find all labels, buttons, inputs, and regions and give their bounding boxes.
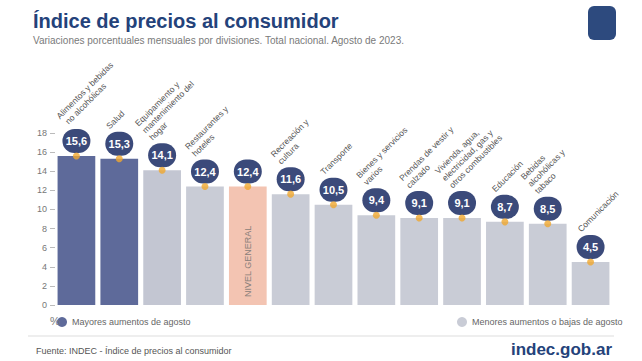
svg-text:18: 18 <box>37 128 47 138</box>
svg-text:14,1: 14,1 <box>151 149 172 161</box>
svg-text:15,6: 15,6 <box>66 135 87 147</box>
svg-text:8: 8 <box>42 224 47 234</box>
svg-text:4,5: 4,5 <box>583 241 598 253</box>
svg-text:mantenimiento del: mantenimiento del <box>140 77 198 136</box>
svg-text:Vivienda, agua,: Vivienda, agua, <box>432 125 483 176</box>
svg-text:10: 10 <box>37 204 47 214</box>
svg-text:12,4: 12,4 <box>237 166 259 178</box>
svg-text:8,7: 8,7 <box>497 201 512 213</box>
svg-text:Recreación y: Recreación y <box>268 115 313 160</box>
svg-text:indec.gob.ar: indec.gob.ar <box>511 340 612 359</box>
svg-text:electricidad, gas y: electricidad, gas y <box>439 126 497 183</box>
svg-text:0: 0 <box>42 300 47 310</box>
svg-text:Variaciones porcentuales mensu: Variaciones porcentuales mensuales por d… <box>33 35 404 46</box>
svg-text:6: 6 <box>42 243 47 253</box>
svg-text:10,5: 10,5 <box>323 184 344 196</box>
svg-text:NIVEL GENERAL: NIVEL GENERAL <box>243 226 253 297</box>
svg-text:Bienes y servicios: Bienes y servicios <box>354 123 411 181</box>
svg-text:varios: varios <box>361 164 384 187</box>
svg-text:calzado: calzado <box>404 162 432 190</box>
svg-text:Mayores aumentos de agosto: Mayores aumentos de agosto <box>72 317 191 327</box>
svg-text:Equipamiento y: Equipamiento y <box>132 78 183 129</box>
svg-text:Restaurantes y: Restaurantes y <box>182 102 232 152</box>
svg-text:alcohólicas y: alcohólicas y <box>525 145 569 189</box>
svg-text:Fuente: INDEC - Índice de prec: Fuente: INDEC - Índice de precios al con… <box>36 346 232 356</box>
svg-text:hoteles: hoteles <box>190 132 216 158</box>
svg-text:otros combustibles: otros combustibles <box>447 133 505 190</box>
svg-text:2: 2 <box>42 281 47 291</box>
svg-text:Índice de precios al consumido: Índice de precios al consumidor <box>33 10 339 32</box>
svg-text:no alcohólicas: no alcohólicas <box>61 81 108 128</box>
svg-text:Menores aumentos o bajas de ag: Menores aumentos o bajas de agosto <box>472 317 623 327</box>
svg-text:cultura: cultura <box>276 141 301 166</box>
svg-text:11,6: 11,6 <box>280 173 301 185</box>
svg-text:14: 14 <box>37 166 47 176</box>
svg-text:tabaco: tabaco <box>533 170 558 195</box>
svg-text:Transporte: Transporte <box>318 141 354 177</box>
svg-text:9,4: 9,4 <box>369 194 385 206</box>
svg-text:9,1: 9,1 <box>454 197 469 209</box>
svg-text:Salud: Salud <box>104 108 127 131</box>
svg-text:Bebidas: Bebidas <box>518 151 549 182</box>
svg-text:4: 4 <box>42 262 47 272</box>
svg-text:hogar: hogar <box>147 120 170 143</box>
svg-text:%: % <box>50 315 60 327</box>
svg-text:12: 12 <box>37 185 47 195</box>
svg-text:Comunicación: Comunicación <box>576 189 621 234</box>
svg-text:12,4: 12,4 <box>194 166 216 178</box>
svg-text:16: 16 <box>37 147 47 157</box>
svg-text:Prendas de vestir y: Prendas de vestir y <box>397 122 458 183</box>
svg-text:Educación: Educación <box>489 158 525 194</box>
svg-text:8,5: 8,5 <box>540 203 555 215</box>
svg-text:Alimentos y bebidas: Alimentos y bebidas <box>54 60 115 121</box>
svg-text:9,1: 9,1 <box>412 197 427 209</box>
svg-text:15,3: 15,3 <box>109 138 130 150</box>
